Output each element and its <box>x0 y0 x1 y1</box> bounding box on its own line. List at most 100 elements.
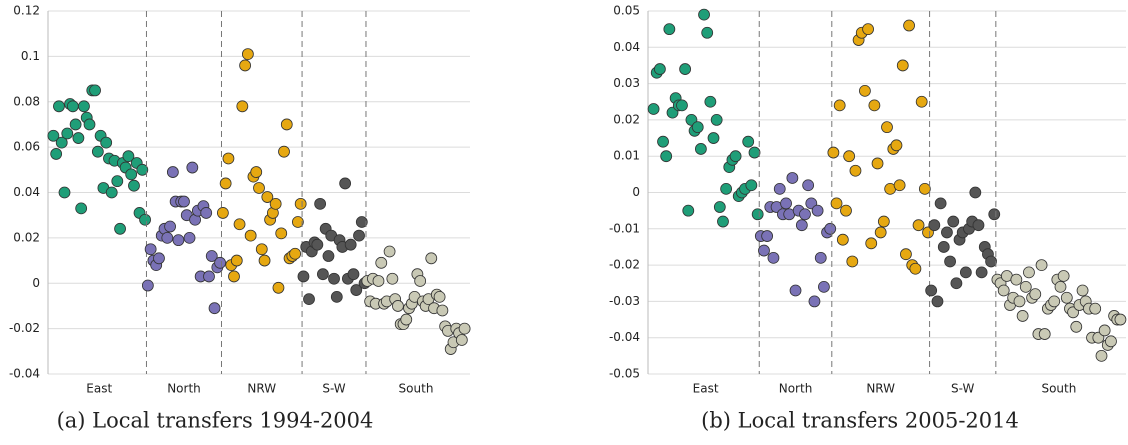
y-tick-label: 0.05 <box>613 4 640 18</box>
x-tick-label: S-W <box>951 382 974 396</box>
point <box>314 197 327 210</box>
point <box>840 204 852 217</box>
point <box>767 251 780 264</box>
point <box>344 238 357 251</box>
point <box>742 135 755 148</box>
y-tick-label: -0.04 <box>609 330 640 344</box>
y-tick-label: 0.04 <box>13 185 40 199</box>
point <box>830 197 843 210</box>
point <box>1114 313 1127 326</box>
point <box>928 219 941 232</box>
point <box>100 136 113 149</box>
point <box>874 226 887 239</box>
point <box>219 177 232 190</box>
point <box>751 208 764 221</box>
point <box>372 275 385 287</box>
point <box>717 215 729 228</box>
point <box>780 197 792 210</box>
point <box>178 195 190 208</box>
point <box>294 197 307 210</box>
x-tick-label: North <box>167 382 201 396</box>
point <box>925 284 938 297</box>
point <box>128 179 140 192</box>
point <box>278 145 290 158</box>
point <box>280 118 293 131</box>
point <box>141 279 154 292</box>
y-tick-label: 0.04 <box>613 40 640 54</box>
point <box>975 266 988 279</box>
point <box>710 114 723 126</box>
point <box>311 238 324 251</box>
point <box>694 143 707 155</box>
point <box>261 191 274 203</box>
point <box>833 99 846 112</box>
point <box>425 252 438 265</box>
point <box>1038 328 1051 340</box>
point <box>1035 259 1048 272</box>
point <box>915 95 928 108</box>
point <box>244 229 257 242</box>
point <box>881 121 893 134</box>
point <box>50 148 63 160</box>
point <box>701 26 714 39</box>
point <box>330 290 343 303</box>
point <box>745 179 758 192</box>
y-tick-label: 0 <box>32 276 40 290</box>
point <box>222 152 235 165</box>
point <box>383 245 396 258</box>
point <box>713 201 726 213</box>
y-tick-label: -0.03 <box>609 294 640 308</box>
point <box>172 234 185 247</box>
point <box>1029 288 1042 301</box>
point <box>53 100 65 113</box>
x-tick-label: East <box>86 382 112 396</box>
point <box>322 250 335 262</box>
point <box>105 186 118 199</box>
point <box>203 270 215 283</box>
point <box>436 304 449 317</box>
point <box>846 255 859 268</box>
point <box>931 295 944 308</box>
point <box>748 146 761 159</box>
point <box>1010 273 1023 286</box>
point <box>58 186 71 199</box>
point <box>1089 302 1102 315</box>
point <box>868 99 881 112</box>
point <box>353 229 365 242</box>
point <box>233 218 246 231</box>
point <box>239 59 252 72</box>
point <box>89 84 101 97</box>
point <box>208 302 221 315</box>
y-tick-label: -0.02 <box>609 258 640 272</box>
point <box>91 145 104 158</box>
point <box>289 247 302 260</box>
point <box>827 146 840 159</box>
point <box>272 281 285 294</box>
point <box>111 175 124 188</box>
point <box>297 270 310 283</box>
point <box>75 202 88 215</box>
point <box>125 168 138 181</box>
point <box>392 300 404 312</box>
point <box>69 118 82 131</box>
point <box>824 222 837 235</box>
point <box>877 215 890 228</box>
y-tick-label: 0.02 <box>613 112 640 126</box>
point <box>258 254 271 267</box>
point <box>789 284 802 297</box>
point <box>241 48 254 61</box>
point <box>691 121 704 134</box>
point <box>698 8 710 21</box>
point <box>350 284 363 296</box>
point <box>836 233 849 246</box>
point <box>818 280 830 293</box>
y-tick-label: 0.03 <box>613 76 640 90</box>
point <box>944 255 956 268</box>
point <box>347 268 360 281</box>
point <box>647 103 660 115</box>
point <box>1076 284 1089 297</box>
point <box>250 166 263 178</box>
point <box>1054 280 1067 293</box>
point <box>969 186 982 199</box>
